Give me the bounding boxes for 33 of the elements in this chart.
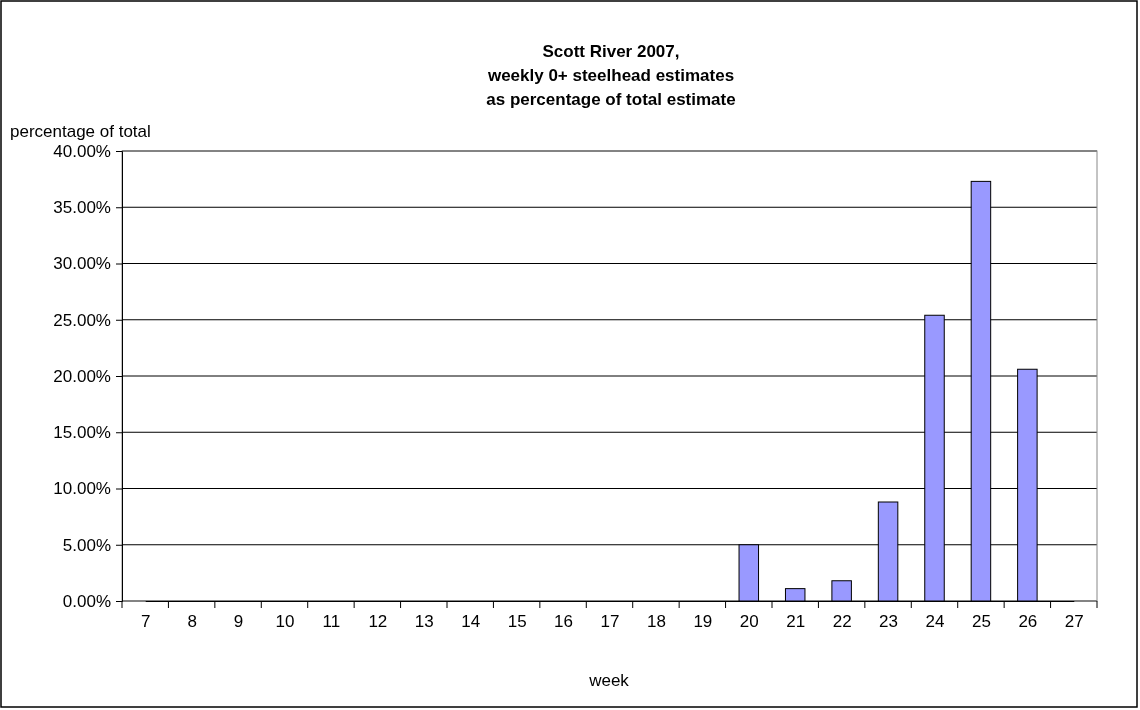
x-tick-label: 17 [600,612,620,632]
y-tick-label: 30.00% [53,254,111,274]
x-tick-label: 22 [832,612,852,632]
x-tick-label: 24 [925,612,945,632]
x-tick-label: 20 [739,612,759,632]
y-tick-label: 10.00% [53,479,111,499]
x-tick-label: 13 [414,612,434,632]
y-tick-label: 5.00% [62,535,111,555]
y-tick-label: 0.00% [62,591,111,611]
x-tick-label: 21 [786,612,806,632]
x-tick-label: 12 [368,612,388,632]
x-tick-label: 9 [233,612,244,632]
chart-title: Scott River 2007, weekly 0+ steelhead estimates as percentage of total estimate [486,42,736,109]
x-tick-label: 18 [646,612,666,632]
x-tick-label: 15 [507,612,527,632]
y-tick-label: 35.00% [53,198,111,218]
x-tick-label: 8 [187,612,197,632]
x-tick-label: 27 [1064,612,1084,632]
y-tick-label: 15.00% [53,423,111,443]
y-tick-label: 40.00% [53,141,111,161]
y-axis-title: percentage of total [10,122,151,141]
x-tick-label: 19 [693,612,713,632]
y-tick-label: 25.00% [53,310,111,330]
x-axis-title: week [588,671,630,690]
y-tick-label: 20.00% [53,366,111,386]
x-tick-label: 14 [461,612,481,632]
x-tick-label: 16 [554,612,574,632]
x-tick-label: 26 [1018,612,1038,632]
x-tick-label: 23 [879,612,899,632]
x-tick-label: 10 [275,612,295,632]
x-tick-label: 25 [971,612,991,632]
x-tick-label: 11 [322,612,341,632]
x-tick-label: 7 [140,612,151,632]
